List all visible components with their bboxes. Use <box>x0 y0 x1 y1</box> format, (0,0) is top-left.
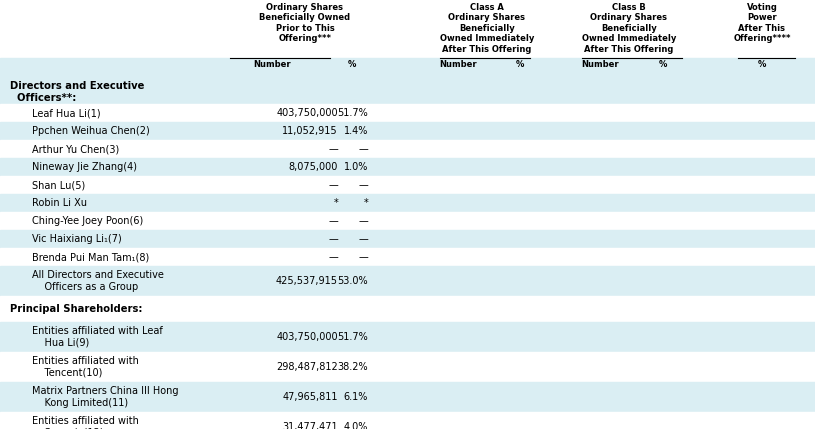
Text: 1.0%: 1.0% <box>344 162 368 172</box>
Bar <box>0 322 815 352</box>
Text: Matrix Partners China III Hong
    Kong Limited(11): Matrix Partners China III Hong Kong Limi… <box>32 386 178 408</box>
Bar <box>0 58 815 78</box>
Text: 11,052,915: 11,052,915 <box>282 126 338 136</box>
Text: Number: Number <box>581 60 619 69</box>
Text: Vic Haixiang Li₁(7): Vic Haixiang Li₁(7) <box>32 234 121 244</box>
Text: —: — <box>359 252 368 262</box>
Text: —: — <box>359 234 368 244</box>
Text: —: — <box>359 180 368 190</box>
Text: —: — <box>359 144 368 154</box>
Bar <box>0 266 815 296</box>
Text: All Directors and Executive
    Officers as a Group: All Directors and Executive Officers as … <box>32 270 164 292</box>
Text: 53.0%: 53.0% <box>337 276 368 286</box>
Text: %: % <box>758 60 766 69</box>
Text: Voting
Power
After This
Offering****: Voting Power After This Offering**** <box>734 3 791 43</box>
Text: —: — <box>359 216 368 226</box>
Text: —: — <box>328 180 338 190</box>
Bar <box>0 140 815 158</box>
Text: —: — <box>328 144 338 154</box>
Text: 403,750,000: 403,750,000 <box>276 108 338 118</box>
Bar <box>0 176 815 194</box>
Bar <box>0 412 815 429</box>
Text: Robin Li Xu: Robin Li Xu <box>32 198 87 208</box>
Bar <box>0 296 815 322</box>
Bar <box>0 104 815 122</box>
Text: Shan Lu(5): Shan Lu(5) <box>32 180 86 190</box>
Text: 38.2%: 38.2% <box>337 362 368 372</box>
Bar <box>0 382 815 412</box>
Text: Nineway Jie Zhang(4): Nineway Jie Zhang(4) <box>32 162 137 172</box>
Text: Class A
Ordinary Shares
Beneficially
Owned Immediately
After This Offering: Class A Ordinary Shares Beneficially Own… <box>440 3 534 54</box>
Text: Entities affiliated with
    Tencent(10): Entities affiliated with Tencent(10) <box>32 356 139 378</box>
Text: Directors and Executive
  Officers**:: Directors and Executive Officers**: <box>10 81 144 103</box>
Text: 403,750,000: 403,750,000 <box>276 332 338 342</box>
Text: 31,477,471: 31,477,471 <box>282 422 338 429</box>
Bar <box>0 248 815 266</box>
Text: Class B
Ordinary Shares
Beneficially
Owned Immediately
After This Offering: Class B Ordinary Shares Beneficially Own… <box>582 3 676 54</box>
Text: %: % <box>516 60 524 69</box>
Text: Ordinary Shares
Beneficially Owned
Prior to This
Offering***: Ordinary Shares Beneficially Owned Prior… <box>259 3 350 43</box>
Text: 4.0%: 4.0% <box>344 422 368 429</box>
Text: 47,965,811: 47,965,811 <box>283 392 338 402</box>
Text: —: — <box>328 216 338 226</box>
Text: —: — <box>328 234 338 244</box>
Text: 6.1%: 6.1% <box>344 392 368 402</box>
Bar <box>0 194 815 212</box>
Text: Entities affiliated with Leaf
    Hua Li(9): Entities affiliated with Leaf Hua Li(9) <box>32 326 163 347</box>
Text: Leaf Hua Li(1): Leaf Hua Li(1) <box>32 108 100 118</box>
Text: 298,487,812: 298,487,812 <box>276 362 338 372</box>
Bar <box>0 122 815 140</box>
Bar <box>0 352 815 382</box>
Bar <box>0 78 815 104</box>
Text: Entities affiliated with
    Sequoia(12): Entities affiliated with Sequoia(12) <box>32 416 139 429</box>
Text: 8,075,000: 8,075,000 <box>289 162 338 172</box>
Text: *: * <box>333 198 338 208</box>
Bar <box>0 230 815 248</box>
Text: 51.7%: 51.7% <box>337 332 368 342</box>
Bar <box>0 158 815 176</box>
Text: 1.4%: 1.4% <box>344 126 368 136</box>
Text: Ching-Yee Joey Poon(6): Ching-Yee Joey Poon(6) <box>32 216 143 226</box>
Text: %: % <box>348 60 356 69</box>
Text: Arthur Yu Chen(3): Arthur Yu Chen(3) <box>32 144 119 154</box>
Text: Brenda Pui Man Tam₁(8): Brenda Pui Man Tam₁(8) <box>32 252 149 262</box>
Text: %: % <box>659 60 667 69</box>
Text: 51.7%: 51.7% <box>337 108 368 118</box>
Text: Number: Number <box>439 60 477 69</box>
Text: 425,537,915: 425,537,915 <box>276 276 338 286</box>
Text: *: * <box>363 198 368 208</box>
Bar <box>0 212 815 230</box>
Text: Ppchen Weihua Chen(2): Ppchen Weihua Chen(2) <box>32 126 150 136</box>
Text: Principal Shareholders:: Principal Shareholders: <box>10 304 143 314</box>
Text: —: — <box>328 252 338 262</box>
Text: Number: Number <box>253 60 291 69</box>
